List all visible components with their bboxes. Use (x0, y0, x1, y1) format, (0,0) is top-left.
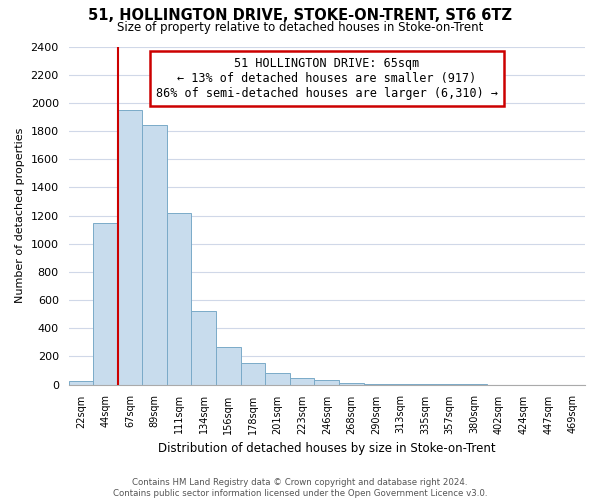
Text: Contains HM Land Registry data © Crown copyright and database right 2024.
Contai: Contains HM Land Registry data © Crown c… (113, 478, 487, 498)
Bar (290, 378, 314, 384)
Bar (167, 212, 191, 384)
Bar (68, 381, 93, 384)
X-axis label: Distribution of detached houses by size in Stoke-on-Trent: Distribution of detached houses by size … (158, 442, 496, 455)
Text: 51 HOLLINGTON DRIVE: 65sqm
← 13% of detached houses are smaller (917)
86% of sem: 51 HOLLINGTON DRIVE: 65sqm ← 13% of deta… (156, 56, 498, 100)
Bar (339, 383, 364, 384)
Bar (241, 364, 265, 384)
Text: Size of property relative to detached houses in Stoke-on-Trent: Size of property relative to detached ho… (117, 21, 483, 34)
Bar (118, 110, 142, 384)
Y-axis label: Number of detached properties: Number of detached properties (15, 128, 25, 303)
Bar (191, 312, 216, 384)
Bar (93, 222, 118, 384)
Text: 51, HOLLINGTON DRIVE, STOKE-ON-TRENT, ST6 6TZ: 51, HOLLINGTON DRIVE, STOKE-ON-TRENT, ST… (88, 8, 512, 22)
Bar (314, 380, 339, 384)
Bar (265, 374, 290, 384)
Bar (216, 347, 241, 385)
Bar (142, 126, 167, 384)
